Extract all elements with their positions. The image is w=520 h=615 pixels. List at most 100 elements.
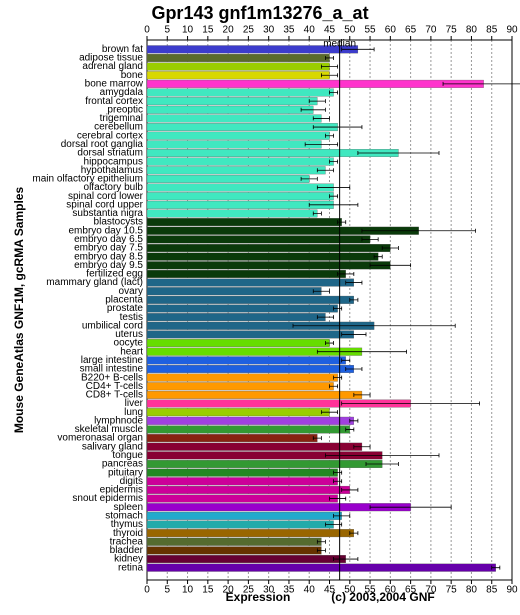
y-tick-label: adrenal gland [82,61,143,72]
bar [146,477,338,486]
error-bar [373,254,383,259]
error-bar [308,99,326,104]
x-tick-label: 30 [263,25,275,36]
y-tick-label: hypothalamus [81,165,143,176]
x-tick-label: 35 [283,585,295,596]
error-bar [325,341,334,346]
error-bar [329,194,339,199]
bar [146,339,330,348]
bar [146,53,330,62]
bar [146,140,322,149]
error-bar [333,557,359,562]
y-tick-label: lung [124,407,143,418]
error-bar [329,90,339,95]
bar [146,425,350,434]
y-tick-label: B220+ B-cells [81,372,143,383]
x-tick-label: 50 [344,25,356,36]
x-tick-label: 35 [283,25,295,36]
bar [146,356,346,365]
bar [146,304,338,313]
bar [146,97,318,106]
error-bar [442,81,520,86]
error-bar [333,479,343,484]
bar [146,313,326,322]
y-tick-label: bladder [110,545,144,556]
x-tick-label: 90 [506,25,518,36]
error-bar [349,418,359,423]
y-tick-label: ovary [119,286,143,297]
bar [146,442,363,451]
error-bar [329,384,339,389]
error-bar [341,401,480,406]
y-tick-label: brown fat [102,44,143,55]
y-tick-label: blastocysts [94,217,143,228]
y-tick-label: thymus [111,519,143,530]
y-tick-label: spinal cord upper [66,199,143,210]
x-tick-label: 60 [385,25,397,36]
y-tick-label: amygdala [100,87,144,98]
bar [146,555,346,564]
bar [146,209,318,218]
error-bar [341,332,367,337]
error-bar [312,436,322,441]
y-tick-label: lymphnode [94,415,143,426]
bar [146,200,334,209]
y-tick-label: dorsal root ganglia [61,139,144,150]
y-tick-label: bone [121,70,144,81]
x-tick-label: 80 [466,585,478,596]
error-bar [329,496,347,501]
y-tick-label: large intestine [81,355,144,366]
credit: (c) 2003,2004 GNF [331,590,434,604]
error-bar [349,531,359,536]
x-tick-label: 10 [182,585,194,596]
bar [146,166,326,175]
x-tick-label: 70 [425,25,437,36]
x-tick-label: 75 [446,585,458,596]
error-bar [292,323,456,328]
bar [146,269,346,278]
x-tick-label: 75 [446,25,458,36]
y-tick-label: prostate [107,303,144,314]
bar [146,485,350,494]
x-tick-label: 0 [144,585,150,596]
x-tick-label: 20 [223,585,235,596]
error-bar [304,142,339,147]
y-tick-label: CD4+ T-cells [86,381,143,392]
error-bar [333,470,343,475]
x-tick-label: 10 [182,25,194,36]
x-tick-label: 45 [324,585,336,596]
y-tick-label: trachea [110,536,144,547]
bar [146,373,338,382]
x-tick-label: 20 [223,25,235,36]
x-tick-label: 40 [304,585,316,596]
bar [146,408,330,417]
y-tick-label: preoptic [107,104,143,115]
bar [146,287,322,296]
bar [146,390,363,399]
bar [146,157,334,166]
x-tick-label: 45 [324,25,336,36]
error-bar [491,565,501,570]
y-tick-label: embryo day 10.5 [69,225,144,236]
bar [146,183,334,192]
error-bar [361,228,476,233]
y-tick-label: embryo day 6.5 [74,234,143,245]
chart-title: Gpr143 gnf1m13276_a_at [151,3,368,23]
error-bar [345,427,355,432]
x-tick-label: 85 [486,25,498,36]
bar [146,382,334,391]
bar [146,416,354,425]
y-tick-label: frontal cortex [85,96,143,107]
y-tick-label: bone marrow [85,79,144,90]
bar [146,131,330,140]
x-tick-label: 65 [405,585,417,596]
error-bar [300,107,326,112]
bar [146,192,334,201]
y-tick-label: embryo day 9.5 [74,260,143,271]
y-tick-label: kidney [114,554,143,565]
y-tick-label: adipose tissue [79,53,143,64]
bar [146,563,496,572]
x-tick-label: 5 [164,585,170,596]
y-tick-label: pancreas [102,459,143,470]
bar [146,244,391,252]
